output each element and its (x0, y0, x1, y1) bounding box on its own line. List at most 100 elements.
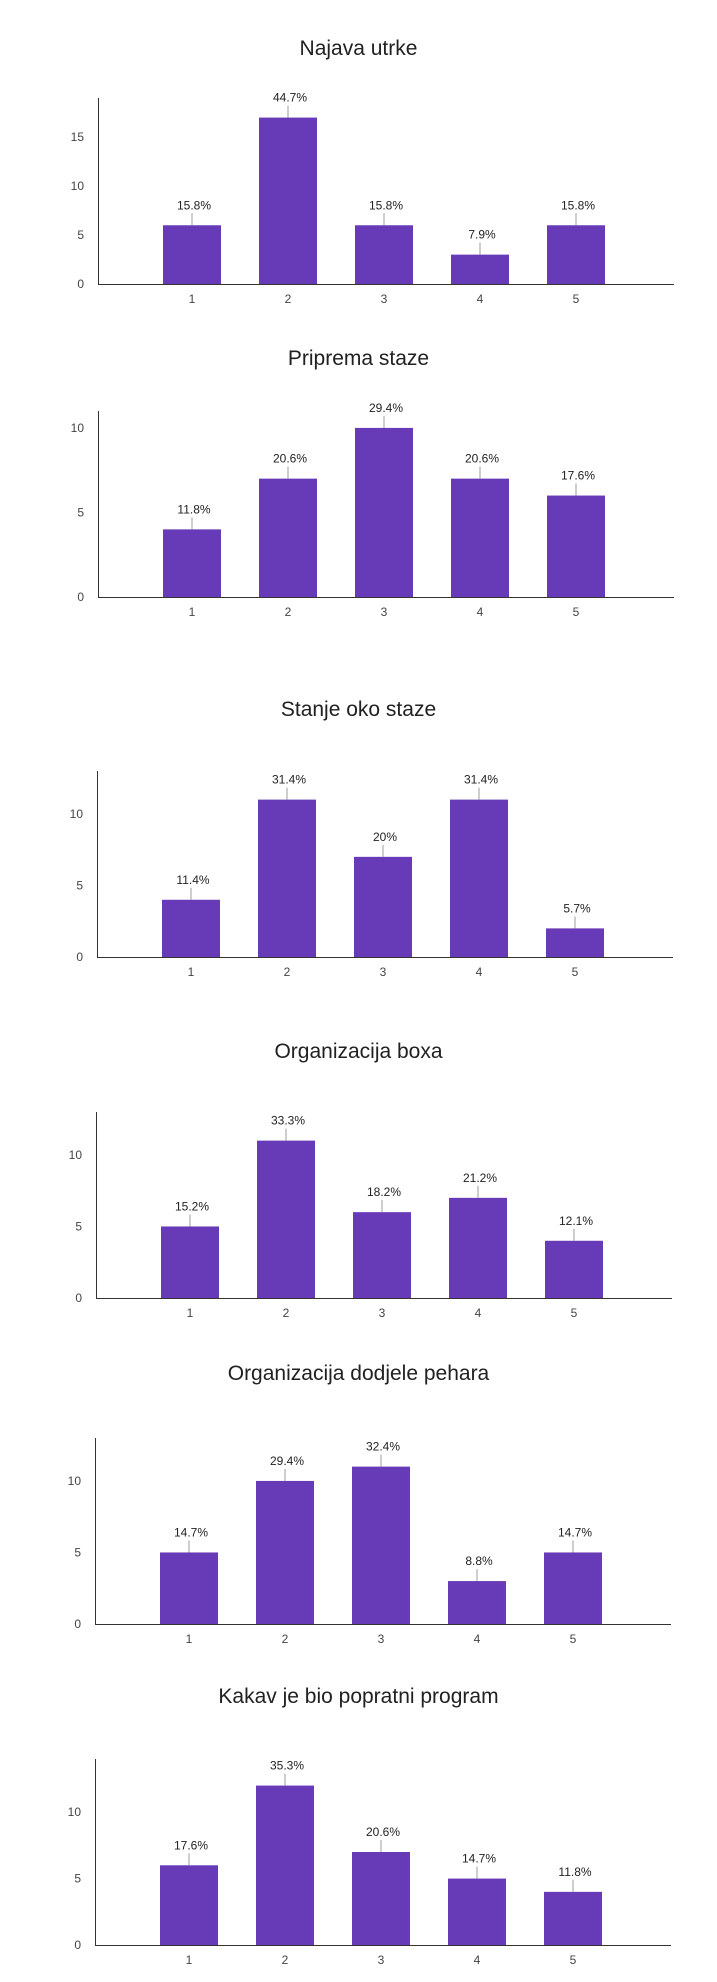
data-label: 31.4% (272, 773, 306, 787)
data-label: 14.7% (174, 1525, 208, 1539)
chart-title: Najava utrke (299, 37, 418, 60)
chart-plot: 0 5 10 15.2% 1 33.3% 2 18.2% 3 21.2% 4 12.1% 5 (69, 1112, 672, 1320)
y-tick-label: 10 (70, 807, 84, 821)
data-label: 20.6% (366, 1825, 400, 1839)
data-label: 33.3% (271, 1114, 305, 1128)
data-label: 15.8% (561, 198, 595, 212)
bar (352, 1852, 410, 1945)
y-tick-label: 10 (71, 421, 85, 435)
bar (547, 225, 605, 284)
data-label: 20.6% (273, 452, 307, 466)
chart-plot: 0 5 10 11.4% 1 31.4% 2 20% 3 31.4% 4 5.7% 5 (70, 771, 673, 979)
y-tick-label: 0 (74, 1617, 81, 1631)
data-label: 20% (373, 830, 397, 844)
data-label: 15.8% (177, 198, 211, 212)
bar (545, 1240, 603, 1298)
x-tick-label: 5 (572, 965, 579, 979)
x-tick-label: 5 (571, 1306, 578, 1320)
x-tick-label: 1 (189, 292, 196, 306)
x-tick-label: 5 (570, 1632, 577, 1646)
bar (160, 1552, 218, 1624)
bar (256, 1480, 314, 1624)
x-tick-label: 3 (378, 1632, 385, 1646)
data-label: 11.8% (177, 502, 210, 516)
data-label: 7.9% (468, 228, 496, 242)
bar (451, 478, 509, 597)
bar (448, 1878, 506, 1945)
bar (162, 899, 220, 957)
y-tick-label: 0 (77, 590, 84, 604)
y-tick-label: 10 (71, 179, 85, 193)
chart-plot: 0 5 10 15 15.8% 1 44.7% 2 15.8% 3 7.9% 4 15.8% 5 (71, 91, 674, 306)
bar (257, 1140, 315, 1298)
y-tick-label: 5 (77, 228, 84, 242)
data-label: 18.2% (367, 1185, 401, 1199)
y-tick-label: 15 (71, 130, 85, 144)
x-tick-label: 4 (477, 292, 484, 306)
data-label: 11.4% (176, 873, 209, 887)
chart-plot: 0 5 10 11.8% 1 20.6% 2 29.4% 3 20.6% 4 17.6% 5 (71, 401, 674, 619)
data-label: 44.7% (273, 91, 307, 105)
bar (449, 1197, 507, 1298)
chart-title: Stanje oko staze (280, 698, 437, 721)
y-tick-label: 5 (77, 505, 84, 519)
data-label: 8.8% (465, 1554, 493, 1568)
bar (161, 1226, 219, 1298)
bar (353, 1212, 411, 1298)
data-label: 12.1% (559, 1214, 593, 1228)
y-tick-label: 5 (76, 878, 83, 892)
y-tick-label: 0 (75, 1291, 82, 1305)
x-tick-label: 5 (573, 292, 580, 306)
data-label: 5.7% (563, 901, 591, 915)
chart-title: Priprema staze (287, 347, 430, 370)
data-label: 15.8% (369, 198, 403, 212)
x-tick-label: 4 (474, 1953, 481, 1967)
x-tick-label: 1 (186, 1632, 193, 1646)
bar (163, 225, 221, 284)
y-tick-label: 0 (76, 950, 83, 964)
x-tick-label: 2 (283, 1306, 290, 1320)
x-tick-label: 2 (285, 605, 292, 619)
x-tick-label: 4 (477, 605, 484, 619)
data-label: 29.4% (270, 1454, 304, 1468)
x-tick-label: 5 (573, 605, 580, 619)
data-label: 11.8% (558, 1865, 591, 1879)
x-tick-label: 4 (475, 1306, 482, 1320)
bar (354, 856, 412, 957)
y-tick-label: 10 (68, 1805, 82, 1819)
y-tick-label: 0 (74, 1938, 81, 1952)
x-tick-label: 5 (570, 1953, 577, 1967)
bar (544, 1552, 602, 1624)
bar (352, 1466, 410, 1624)
bar (160, 1865, 218, 1945)
chart-title: Kakav je bio popratni program (218, 1685, 499, 1708)
bar (256, 1785, 314, 1945)
x-tick-label: 4 (476, 965, 483, 979)
x-tick-label: 2 (284, 965, 291, 979)
bar (451, 254, 509, 284)
bar (163, 529, 221, 597)
chart-plot: 0 5 10 14.7% 1 29.4% 2 32.4% 3 8.8% 4 14.7% 5 (68, 1438, 671, 1646)
x-tick-label: 2 (282, 1632, 289, 1646)
data-label: 29.4% (369, 401, 403, 415)
x-tick-label: 3 (379, 1306, 386, 1320)
bar (259, 117, 317, 284)
x-tick-label: 2 (285, 292, 292, 306)
bar (546, 928, 604, 957)
bar (355, 225, 413, 284)
bar (547, 495, 605, 597)
x-tick-label: 3 (378, 1953, 385, 1967)
x-tick-label: 4 (474, 1632, 481, 1646)
x-tick-label: 3 (381, 292, 388, 306)
x-tick-label: 2 (282, 1953, 289, 1967)
y-tick-label: 0 (77, 277, 84, 291)
data-label: 31.4% (464, 773, 498, 787)
data-label: 14.7% (462, 1852, 496, 1866)
data-label: 14.7% (558, 1525, 592, 1539)
x-tick-label: 3 (381, 605, 388, 619)
y-tick-label: 10 (68, 1474, 82, 1488)
data-label: 35.3% (270, 1759, 304, 1773)
bar (450, 799, 508, 957)
